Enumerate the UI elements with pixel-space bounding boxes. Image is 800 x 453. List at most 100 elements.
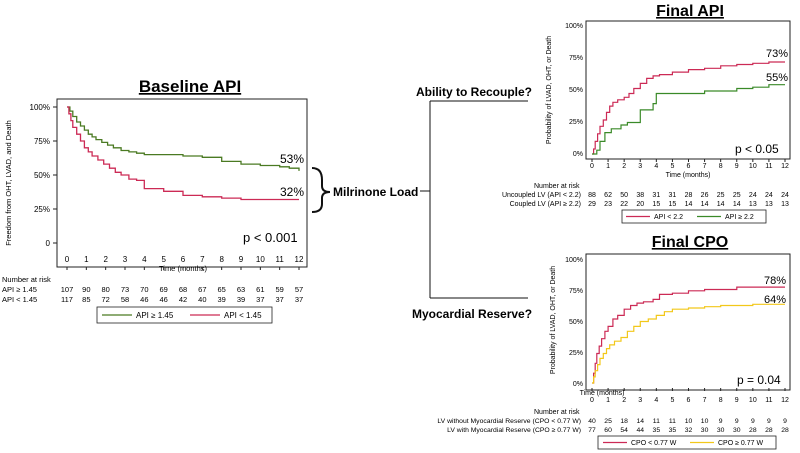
final-cpo-risk-count: 18	[620, 418, 628, 425]
final-api-ytick-0: 0%	[573, 151, 583, 158]
final-api-xtick-label: 7	[703, 163, 707, 170]
baseline-risk-count: 58	[121, 295, 129, 304]
final-api-ytick-4: 100%	[565, 23, 583, 30]
baseline-xtick-label: 10	[256, 255, 265, 264]
final-api-xtick-label: 5	[670, 163, 674, 170]
final-api-series-uncoupled-line	[592, 61, 785, 155]
final-api-risk-count: 31	[652, 192, 660, 199]
final-api-risk-row-uncoupled: 88 62 50 38 31 31 28 26 25 25 24 24 24	[588, 192, 789, 199]
final-api-risk-row-coupled: 29 23 22 20 15 15 14 14 14 14 13 13 13	[588, 201, 789, 208]
baseline-xtick-label: 0	[65, 255, 70, 264]
final-cpo-risk-count: 9	[783, 418, 787, 425]
final-api-risk-count: 88	[588, 192, 596, 199]
final-cpo-xtick-label: 7	[703, 397, 707, 404]
final-cpo-xtick-label: 1	[606, 397, 610, 404]
final-cpo-risk-count: 10	[701, 418, 709, 425]
final-api-xtick-label: 0	[590, 163, 594, 170]
baseline-risk-count: 37	[256, 295, 264, 304]
final-cpo-xtick-label: 2	[622, 397, 626, 404]
final-cpo-risk-count: 54	[620, 427, 628, 434]
baseline-risk-count: 37	[295, 295, 303, 304]
baseline-legend: API ≥ 1.45 API < 1.45	[96, 306, 273, 324]
final-cpo-risk-count: 9	[751, 418, 755, 425]
final-api-xtick-label: 1	[606, 163, 610, 170]
final-api-xtick-label: 10	[749, 163, 757, 170]
baseline-risk-count: 46	[140, 295, 148, 304]
baseline-risk-count: 39	[217, 295, 225, 304]
final-cpo-legend: CPO < 0.77 W CPO ≥ 0.77 W	[597, 435, 777, 450]
final-api-plot-area	[585, 20, 791, 160]
recouple-label: Ability to Recouple?	[416, 85, 532, 99]
baseline-end-label-high: 53%	[280, 152, 304, 166]
final-cpo-series-high-line	[592, 303, 785, 384]
baseline-series-low-line	[67, 106, 299, 201]
baseline-risk-count: 42	[179, 295, 187, 304]
final-api-risk-count: 28	[685, 192, 693, 199]
baseline-legend-label-high: API ≥ 1.45	[136, 311, 174, 320]
final-api-title: Final API	[656, 3, 724, 20]
baseline-ytick-1: 25%	[34, 205, 50, 214]
baseline-xtick-label: 7	[200, 255, 205, 264]
final-cpo-ytick-1: 25%	[569, 350, 583, 357]
baseline-risk-count: 61	[256, 285, 264, 294]
baseline-risk-count: 57	[295, 285, 303, 294]
final-api-risk-count: 23	[604, 201, 612, 208]
final-cpo-ytick-2: 50%	[569, 319, 583, 326]
final-cpo-risk-count: 11	[669, 418, 676, 425]
baseline-risk-row-high: 107 90 80 73 70 69 68 67 65 63 61 59 57	[61, 285, 303, 294]
baseline-risk-count: 39	[237, 295, 245, 304]
baseline-risk-count: 40	[198, 295, 206, 304]
reserve-label: Myocardial Reserve?	[412, 307, 532, 321]
baseline-p-value: p < 0.001	[243, 230, 298, 245]
baseline-legend-label-low: API < 1.45	[224, 311, 262, 320]
final-api-ytick-2: 50%	[569, 87, 583, 94]
final-api-legend-label-uncoupled: API < 2.2	[654, 214, 683, 221]
final-cpo-x-ticks: 0 1 2 3 4 5 6 7 8 9 10 11 12	[590, 388, 789, 404]
final-api-risk-count: 14	[685, 201, 693, 208]
baseline-risk-count: 70	[140, 285, 148, 294]
final-cpo-ytick-3: 75%	[569, 288, 583, 295]
baseline-risk-count: 72	[101, 295, 109, 304]
final-cpo-legend-label-low: CPO < 0.77 W	[631, 440, 677, 447]
final-api-risk-count: 26	[701, 192, 709, 199]
baseline-xtick-label: 9	[239, 255, 244, 264]
baseline-ytick-0: 0	[46, 239, 51, 248]
final-cpo-legend-label-high: CPO ≥ 0.77 W	[718, 440, 763, 447]
baseline-y-ticks: 0 25% 50% 75% 100%	[30, 103, 57, 248]
baseline-end-label-low: 32%	[280, 185, 304, 199]
baseline-risk-count: 37	[275, 295, 283, 304]
final-api-risk-label-coupled: Coupled LV (API ≥ 2.2)	[510, 201, 581, 208]
final-cpo-xtick-label: 5	[670, 397, 674, 404]
final-cpo-risk-row-high: 77 60 54 44 35 35 32 30 30 30 28 28 28	[588, 427, 789, 434]
final-api-risk-title: Number at risk	[534, 183, 580, 190]
final-cpo-xtick-label: 4	[654, 397, 658, 404]
final-api-ytick-1: 25%	[569, 119, 583, 126]
final-cpo-xtick-label: 0	[590, 397, 594, 404]
final-api-xtick-label: 2	[622, 163, 626, 170]
final-api-y-ticks: 0% 25% 50% 75% 100%	[565, 23, 583, 158]
baseline-xtick-label: 3	[123, 255, 128, 264]
final-cpo-xtick-label: 10	[749, 397, 757, 404]
baseline-risk-count: 73	[121, 285, 129, 294]
baseline-series-high-line	[67, 106, 300, 171]
final-api-end-label-uncoupled: 73%	[766, 48, 788, 60]
baseline-risk-count: 69	[159, 285, 167, 294]
baseline-xtick-label: 2	[103, 255, 108, 264]
final-cpo-risk-count: 30	[717, 427, 725, 434]
final-api-risk-count: 50	[620, 192, 628, 199]
final-api-risk-label-uncoupled: Uncoupled LV (API < 2.2)	[502, 192, 581, 199]
final-cpo-ytick-4: 100%	[565, 257, 583, 264]
baseline-x-ticks: 0 1 2 3 4 5 6 7 8 9 10 11 12	[65, 255, 304, 270]
baseline-risk-count: 80	[101, 285, 109, 294]
final-cpo-risk-count: 14	[636, 418, 644, 425]
final-cpo-risk-count: 35	[669, 427, 677, 434]
final-cpo-risk-count: 35	[653, 427, 661, 434]
final-api-xtick-label: 11	[765, 163, 772, 170]
final-api-risk-count: 14	[717, 201, 725, 208]
final-api-risk-count: 29	[588, 201, 596, 208]
baseline-xtick-label: 5	[161, 255, 166, 264]
final-cpo-risk-count: 28	[781, 427, 789, 434]
final-api-risk-count: 31	[669, 192, 677, 199]
final-cpo-xlabel: Time (months)	[580, 390, 625, 397]
